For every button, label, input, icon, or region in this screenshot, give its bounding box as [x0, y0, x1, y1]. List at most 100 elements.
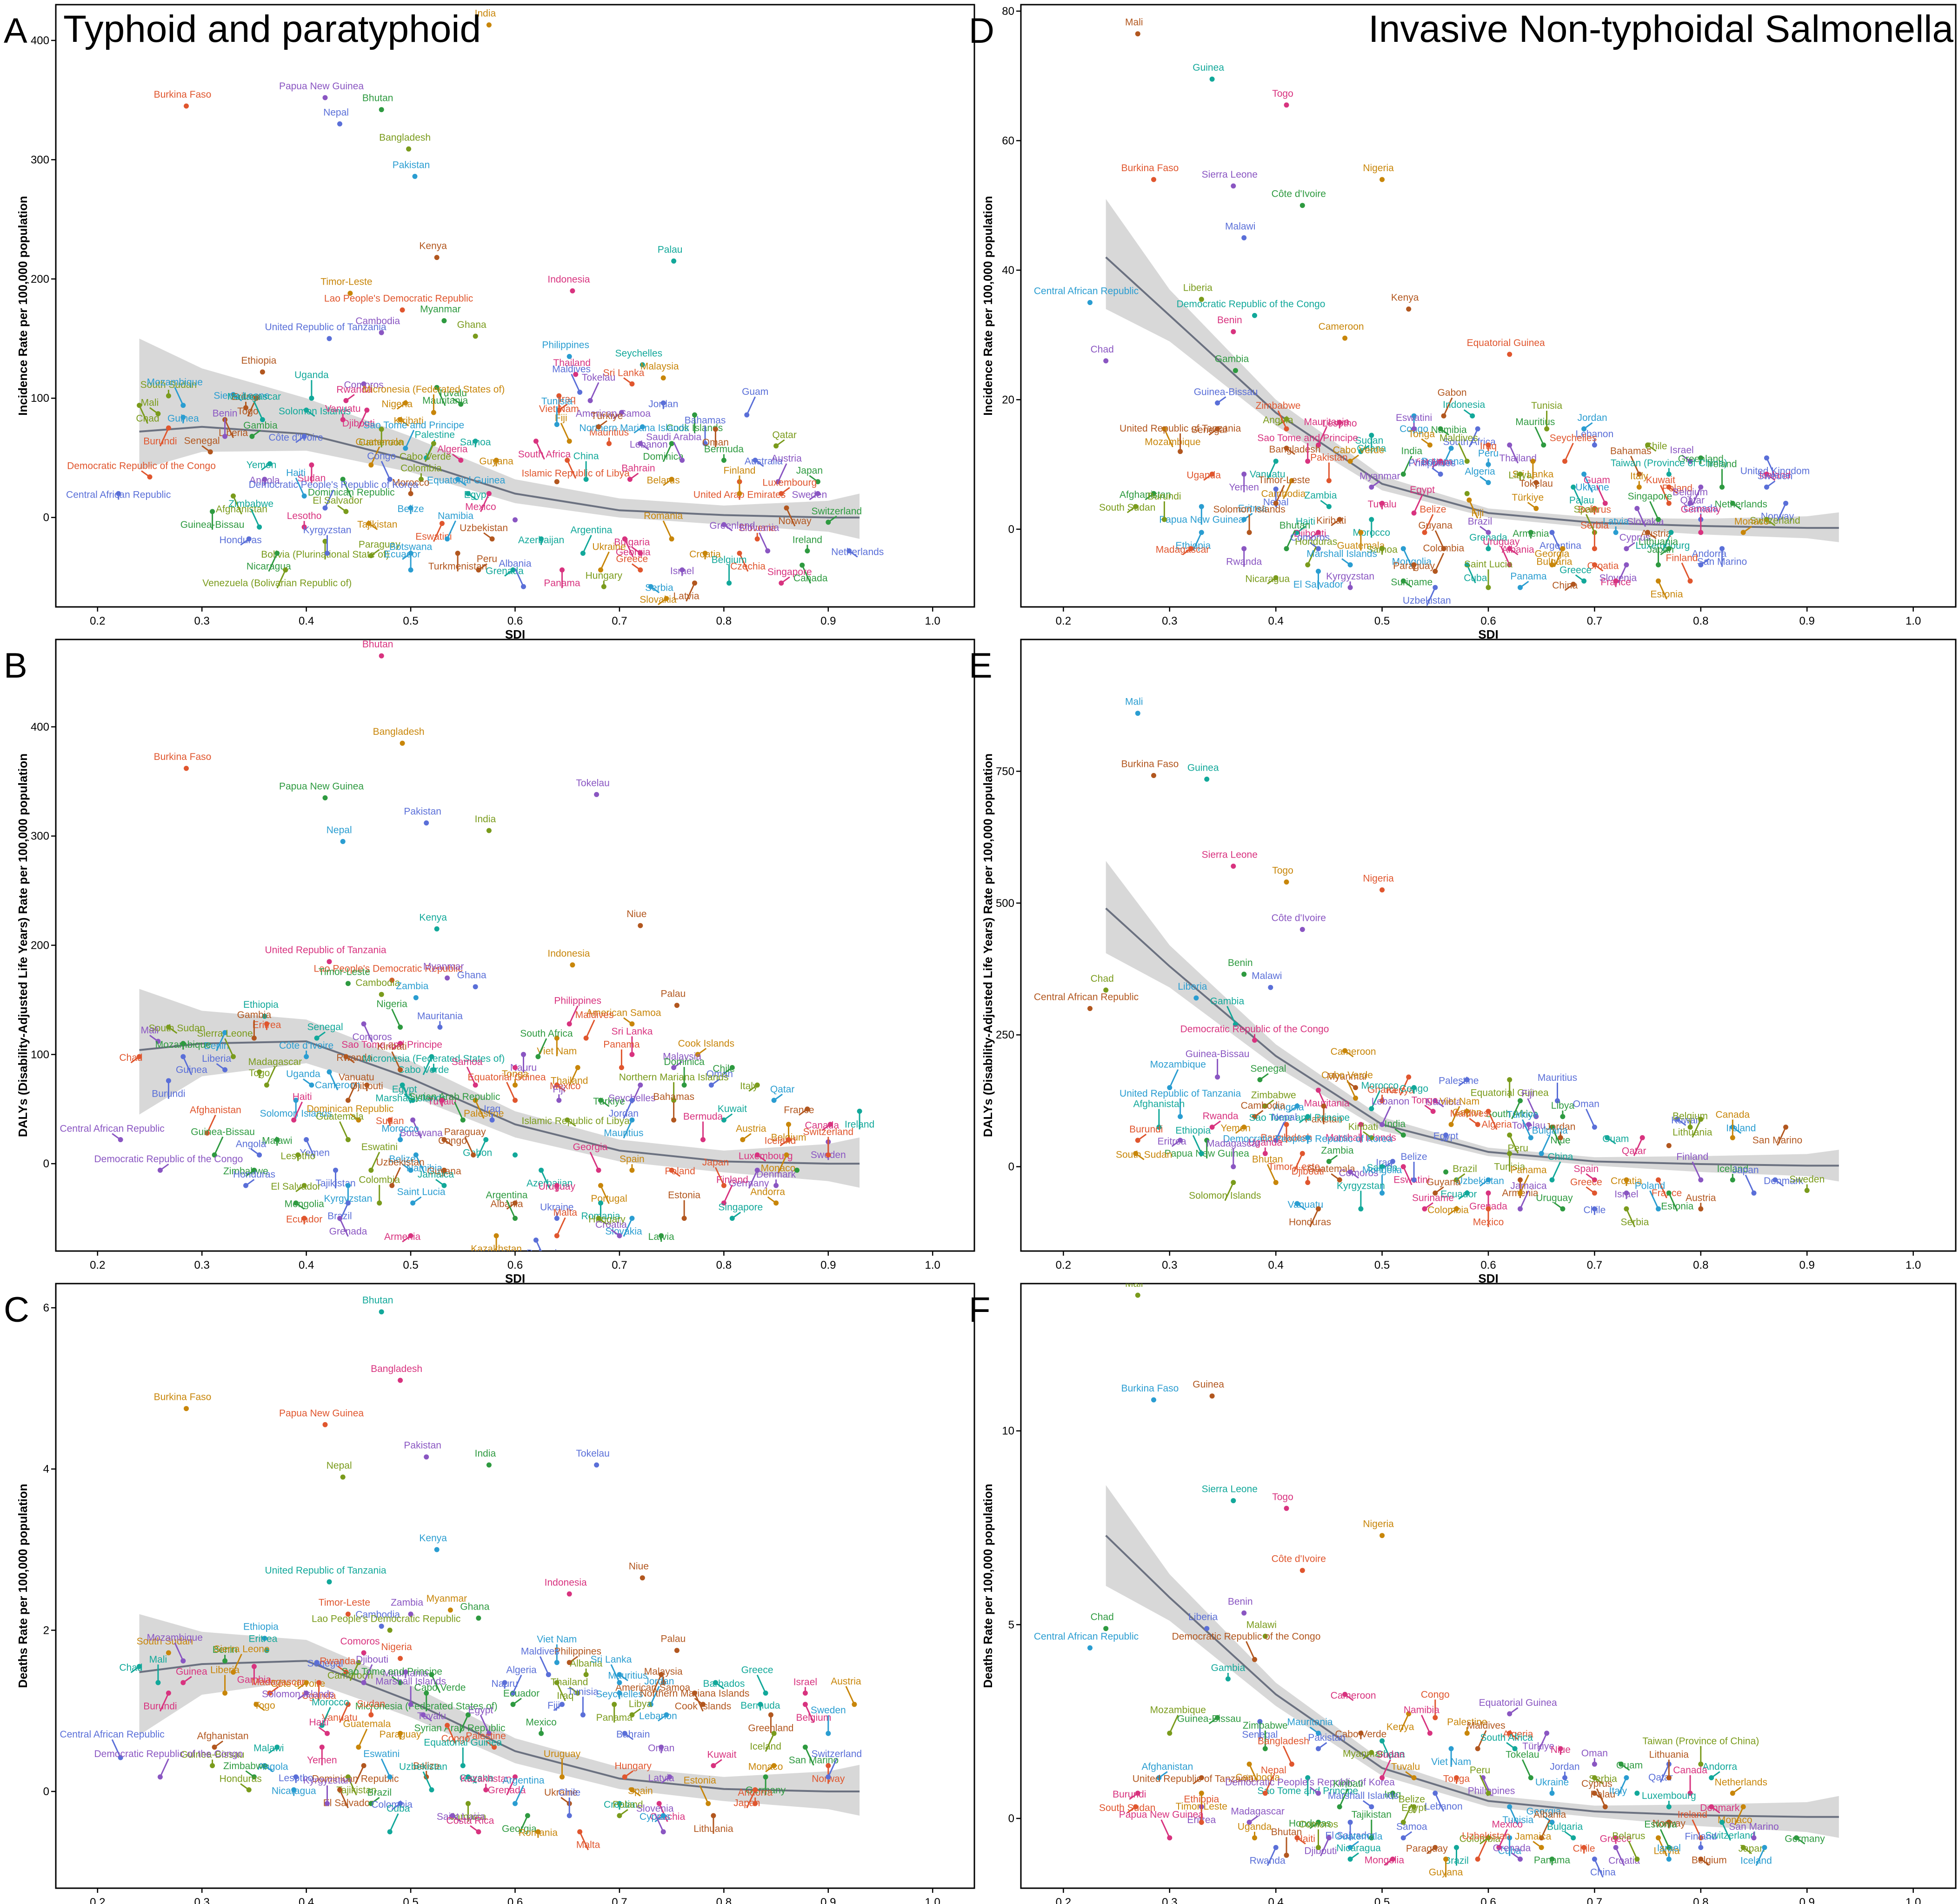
- leader-line: [535, 440, 545, 460]
- point-label: Papua New Guinea: [1119, 1810, 1204, 1820]
- point-label: Cameroon: [315, 1080, 360, 1091]
- x-tick-label: 1.0: [925, 1896, 940, 1904]
- point-label: Croatia: [1587, 561, 1619, 572]
- point-label: Kenya: [419, 1533, 447, 1544]
- data-point: [322, 1422, 328, 1427]
- point-label: Grenada: [1469, 1201, 1507, 1212]
- point-label: Senegal: [184, 436, 220, 446]
- point-label: Indonesia: [547, 948, 590, 959]
- leader-line: [252, 430, 261, 437]
- point-label: Comoros: [1339, 1168, 1378, 1178]
- point-label: Fiji: [547, 1700, 560, 1711]
- x-tick-label: 1.0: [925, 1259, 940, 1272]
- data-point: [1268, 985, 1273, 990]
- leader-line: [775, 439, 785, 447]
- point-label: Kiribati: [1316, 515, 1346, 526]
- point-label: Japan: [733, 1798, 760, 1809]
- leader-line: [112, 1133, 121, 1140]
- data-point: [1262, 1633, 1268, 1639]
- point-label: South Sudan: [140, 379, 197, 390]
- x-tick-label: 0.7: [612, 1259, 627, 1272]
- point-label: South Africa: [1480, 1732, 1533, 1743]
- point-label: Belize: [1399, 1794, 1425, 1804]
- leader-line: [1692, 1819, 1702, 1838]
- leader-line: [1509, 445, 1519, 464]
- data-point: [1135, 711, 1140, 716]
- point-label: Slovakia: [640, 594, 677, 605]
- point-label: Malawi: [1225, 221, 1255, 232]
- point-label: Belgium: [796, 1712, 831, 1723]
- point-label: Honduras: [1295, 537, 1337, 547]
- point-label: Indonesia: [1443, 399, 1485, 410]
- point-label: Greece: [1600, 1834, 1632, 1844]
- point-label: Palestine: [464, 1108, 504, 1119]
- leader-line: [405, 430, 415, 449]
- leader-line: [640, 443, 649, 450]
- point-label: Lithuania: [1672, 1127, 1712, 1138]
- leader-line: [363, 1023, 373, 1043]
- point-label: Cameroon: [327, 1671, 373, 1681]
- leader-line: [742, 1133, 752, 1140]
- data-point: [434, 1547, 440, 1552]
- point-label: Cyprus: [1581, 1778, 1613, 1789]
- data-point: [1151, 177, 1156, 182]
- point-label: Iraq: [1384, 1789, 1401, 1800]
- point-label: Côte d'Ivoire: [279, 1040, 333, 1051]
- point-label: Jordan: [644, 1676, 674, 1687]
- leader-line: [1668, 486, 1678, 494]
- leader-line: [1586, 1186, 1595, 1194]
- point-label: Slovakia: [1627, 516, 1664, 527]
- x-tick-label: 1.0: [1906, 1259, 1921, 1272]
- leader-line: [629, 473, 639, 480]
- point-label: Côte d'Ivoire: [1272, 913, 1326, 924]
- point-label: Bulgaria: [526, 1248, 562, 1259]
- leader-line: [1533, 1841, 1542, 1848]
- x-tick-label: 0.6: [1480, 1896, 1496, 1904]
- point-label: Benin: [213, 1644, 238, 1655]
- point-label: Netherlands: [831, 547, 884, 558]
- leader-line: [485, 1740, 495, 1748]
- point-label: Bhutan: [362, 93, 393, 104]
- point-label: South Sudan: [149, 1023, 205, 1034]
- point-label: Eswatini: [415, 532, 452, 542]
- point-label: Ukraine: [592, 542, 626, 553]
- point-label: Uganda: [1238, 1822, 1272, 1832]
- data-point: [594, 1462, 600, 1468]
- leader-line: [1224, 1182, 1234, 1201]
- leader-line: [697, 1048, 707, 1055]
- point-label: Norway: [1652, 1818, 1686, 1829]
- leader-line: [1466, 564, 1476, 584]
- point-label: Fiji: [555, 413, 567, 424]
- point-label: Bulgaria: [1536, 557, 1572, 567]
- point-label: Haiti: [293, 1092, 312, 1102]
- point-label: Equatorial Guinea: [1471, 1088, 1549, 1098]
- point-label: Belarus: [646, 475, 680, 486]
- point-label: Chile: [713, 1064, 735, 1074]
- point-label: Rwanda: [1203, 1111, 1239, 1122]
- point-label: Samoa: [1396, 1822, 1427, 1832]
- leader-line: [1543, 1816, 1553, 1823]
- point-label: Georgia: [573, 1142, 608, 1152]
- data-point: [1342, 335, 1348, 341]
- point-label: Democratic Republic of the Congo: [1177, 299, 1326, 309]
- point-label: Haiti: [286, 468, 306, 479]
- point-label: Micronesia (Federated States of): [355, 1701, 498, 1712]
- point-label: Haiti: [309, 1717, 328, 1728]
- panel-letter: D: [969, 11, 994, 51]
- point-label: United Republic of Tanzania: [265, 945, 386, 956]
- leader-line: [316, 1031, 326, 1039]
- point-label: Thailand: [553, 358, 591, 368]
- point-label: Paraguay: [380, 1729, 421, 1740]
- point-label: Egypt: [1401, 1803, 1426, 1813]
- point-label: Rwanda: [320, 1656, 355, 1667]
- point-label: Chile: [1645, 441, 1667, 452]
- leader-line: [1243, 513, 1253, 520]
- leader-line: [613, 412, 622, 419]
- leader-line: [470, 1825, 479, 1832]
- point-label: Türkiye: [591, 411, 623, 421]
- point-label: Angola: [236, 1138, 267, 1149]
- leader-line: [1660, 548, 1670, 555]
- point-label: Pakistan: [1310, 453, 1348, 463]
- point-label: Ghana: [460, 1601, 489, 1612]
